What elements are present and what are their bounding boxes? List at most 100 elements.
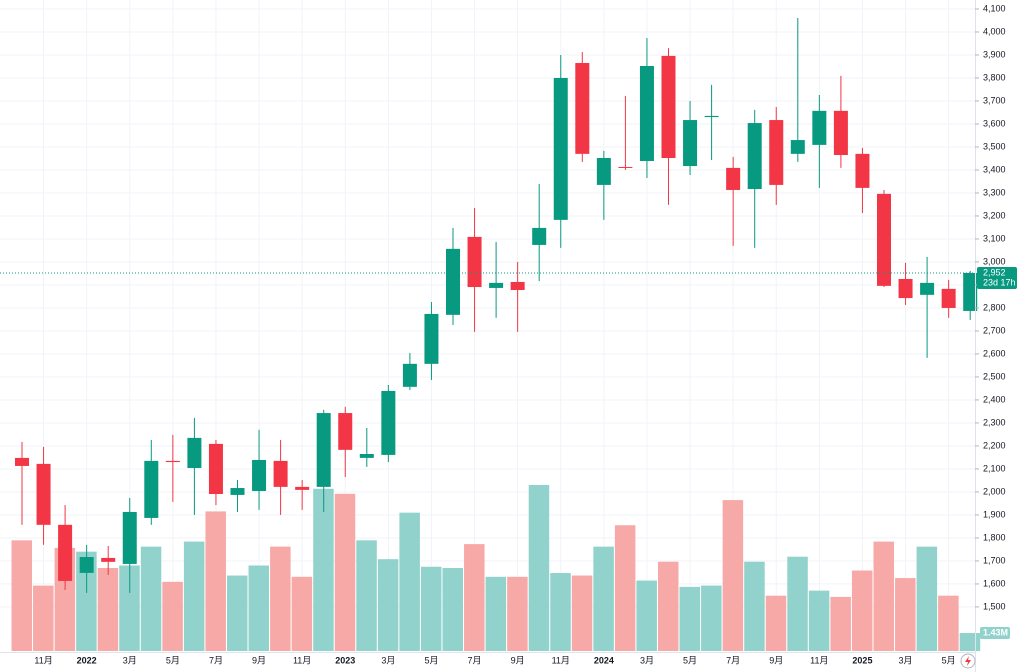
volume-bar <box>97 568 119 651</box>
x-tick-label: 2024 <box>594 655 614 665</box>
y-tick-label: 3,800 <box>983 72 1006 82</box>
volume-bar <box>183 541 205 651</box>
x-tick-label: 5月 <box>166 655 180 665</box>
x-tick-label: 3月 <box>381 655 395 665</box>
x-tick-label: 3月 <box>640 655 654 665</box>
x-tick-label: 9月 <box>769 655 783 665</box>
x-tick-label: 3月 <box>123 655 137 665</box>
x-tick-label: 5月 <box>424 655 438 665</box>
volume-bar <box>658 561 679 651</box>
x-tick-label: 9月 <box>511 655 525 665</box>
candle-body <box>359 453 374 458</box>
volume-label: 1.43M <box>983 627 1008 637</box>
candle-body <box>855 153 870 188</box>
candle-body <box>381 390 396 455</box>
candle-body <box>316 413 331 487</box>
y-tick-label: 2,400 <box>983 394 1006 404</box>
y-tick-label: 3,200 <box>983 210 1006 220</box>
volume-bar <box>334 493 356 651</box>
candle-body <box>747 123 762 190</box>
candle-body <box>230 488 245 495</box>
candle-body <box>295 486 310 490</box>
y-tick-label: 3,900 <box>983 49 1006 59</box>
volume-bar <box>485 576 507 651</box>
candle-body <box>790 140 805 154</box>
x-tick-label: 2025 <box>852 655 872 665</box>
candle-body <box>489 282 504 288</box>
y-tick-label: 2,600 <box>983 348 1006 358</box>
candle-body <box>79 557 94 573</box>
volume-bar <box>593 546 614 651</box>
candle-body <box>446 248 460 315</box>
candle-body <box>726 167 741 190</box>
volume-bar <box>291 576 313 651</box>
candle-body <box>467 236 482 288</box>
candle-body <box>704 115 719 118</box>
candle-body <box>187 437 202 469</box>
candle-layer <box>0 17 978 593</box>
volume-bar <box>722 500 744 651</box>
y-tick-label: 2,300 <box>983 417 1006 427</box>
candle-body <box>596 158 611 185</box>
y-tick-label: 2,000 <box>983 486 1006 496</box>
candle-body <box>424 313 439 364</box>
candle-body <box>101 557 116 562</box>
x-tick-label: 11月 <box>34 655 52 665</box>
candle-body <box>15 457 29 466</box>
y-tick-label: 3,500 <box>983 141 1006 151</box>
countdown-label: 23d 17h <box>983 277 1016 287</box>
last-price-label: 2,952 <box>983 267 1006 277</box>
volume-bar <box>119 565 140 651</box>
x-tick-label: 3月 <box>899 655 913 665</box>
volume-bar <box>420 566 442 651</box>
y-tick-label: 3,300 <box>983 187 1006 197</box>
x-tick-label: 11月 <box>810 655 828 665</box>
candle-body <box>165 460 180 463</box>
volume-bar <box>959 633 981 651</box>
x-tick-label: 9月 <box>252 655 266 665</box>
x-tick-label: 7月 <box>726 655 740 665</box>
volume-bar <box>248 565 270 651</box>
x-tick-label: 11月 <box>293 655 311 665</box>
grid-layer <box>0 0 975 652</box>
last-price-badge <box>977 266 1017 289</box>
candle-body <box>661 55 676 159</box>
candle-body <box>898 278 913 299</box>
volume-bar <box>851 570 873 651</box>
y-tick-label: 3,000 <box>983 256 1006 266</box>
icon-bolt <box>965 656 971 666</box>
candle-body <box>144 460 159 518</box>
volume-bar <box>787 556 808 651</box>
y-tick-label: 1,600 <box>983 578 1006 588</box>
y-tick-label: 1,500 <box>983 601 1006 611</box>
candle-body <box>510 281 525 291</box>
candle-body <box>532 227 547 245</box>
y-tick-label: 3,600 <box>983 118 1006 128</box>
candle-body <box>575 63 590 154</box>
x-tick-label: 7月 <box>209 655 223 665</box>
y-tick-label: 4,000 <box>983 26 1006 36</box>
volume-bar <box>507 576 528 651</box>
volume-bar <box>442 568 463 651</box>
volume-bar <box>808 590 830 651</box>
x-tick-label: 11月 <box>552 655 570 665</box>
volume-bar <box>33 585 54 651</box>
y-tick-label: 2,700 <box>983 325 1006 335</box>
candle-body <box>338 413 353 450</box>
volume-bar <box>528 485 550 651</box>
candle-body <box>963 272 978 311</box>
candle-body <box>941 288 956 308</box>
volume-badge <box>980 627 1010 640</box>
candle-body <box>769 120 784 185</box>
y-tick-label: 1,900 <box>983 509 1006 519</box>
volume-bar <box>313 488 334 651</box>
x-tick-label: 5月 <box>942 655 956 665</box>
volume-bar <box>873 541 894 651</box>
y-tick-label: 1,800 <box>983 532 1006 542</box>
y-tick-label: 2,200 <box>983 440 1006 450</box>
y-tick-label: 2,800 <box>983 302 1006 312</box>
volume-bar <box>701 585 722 651</box>
volume-bar <box>916 546 938 651</box>
volume-bar <box>11 540 32 651</box>
